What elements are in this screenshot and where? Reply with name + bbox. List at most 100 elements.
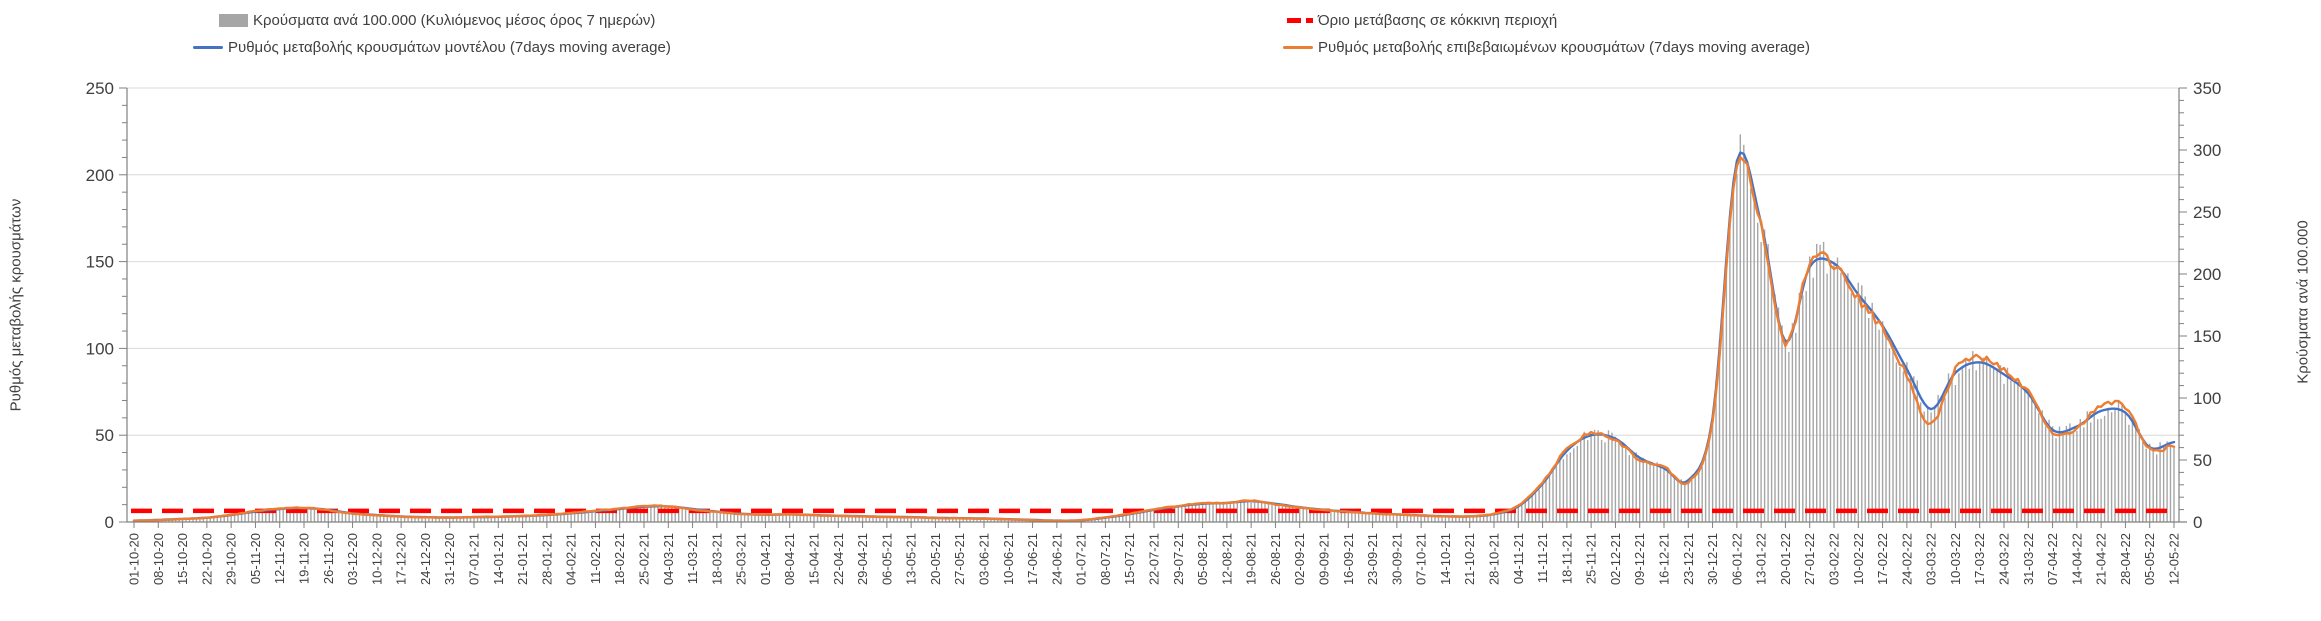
x-axis-tick-label: 04-11-21 — [1511, 533, 1526, 584]
x-axis-tick-label: 22-07-21 — [1147, 533, 1162, 585]
x-axis-tick-label: 06-01-22 — [1729, 533, 1744, 585]
x-axis-tick-label: 26-11-20 — [321, 533, 336, 584]
x-axis-tick-label: 04-02-21 — [564, 533, 579, 585]
x-axis-tick-label: 10-03-22 — [1948, 533, 1963, 585]
x-axis-tick-label: 11-11-21 — [1535, 533, 1550, 583]
x-axis-tick-label: 09-12-21 — [1632, 533, 1647, 585]
x-axis-tick-label: 18-02-21 — [612, 533, 627, 585]
x-axis-tick-label: 11-02-21 — [588, 533, 603, 584]
x-axis-tick-label: 24-06-21 — [1049, 533, 1064, 585]
x-axis-tick-label: 07-01-21 — [467, 533, 482, 585]
x-axis-tick-label: 01-07-21 — [1074, 533, 1089, 585]
right-axis-tick-label: 150 — [2193, 327, 2221, 346]
x-axis-tick-label: 22-10-20 — [199, 533, 214, 585]
x-axis-tick-label: 30-12-21 — [1705, 533, 1720, 585]
x-axis-tick-label: 24-03-22 — [1997, 533, 2012, 585]
axes: 0 50 100 150 200 250 0 50 100 150 200 250 300 350 01-1… — [86, 79, 2222, 585]
x-axis-tick-label: 03-06-21 — [977, 533, 992, 585]
x-axis-tick-label: 21-01-21 — [515, 533, 530, 585]
x-axis-tick-label: 05-08-21 — [1195, 533, 1210, 585]
legend-item-cases-per-100k: Κρούσματα ανά 100.000 (Κυλιόμενος μέσος … — [219, 9, 655, 31]
x-axis-tick-label: 16-12-21 — [1657, 533, 1672, 585]
x-axis-tick-label: 25-03-21 — [734, 533, 749, 585]
left-axis-tick-label: 150 — [86, 253, 114, 272]
x-axis-tick-label: 22-04-21 — [831, 533, 846, 585]
left-axis-tick-label: 200 — [86, 166, 114, 185]
x-axis-tick-label: 29-10-20 — [224, 533, 239, 585]
x-axis-tick-label: 23-12-21 — [1681, 533, 1696, 585]
x-axis-tick-label: 17-06-21 — [1025, 533, 1040, 585]
confirmed-line-swatch-icon — [1283, 45, 1313, 49]
x-axis-tick-label: 25-02-21 — [637, 533, 652, 585]
x-axis-tick-label: 25-11-21 — [1584, 533, 1599, 584]
left-axis-tick-label: 250 — [86, 79, 114, 98]
x-axis-tick-label: 23-09-21 — [1365, 533, 1380, 585]
x-axis-tick-label: 31-03-22 — [2021, 533, 2036, 585]
x-axis-tick-label: 12-05-22 — [2167, 533, 2182, 585]
x-axis-tick-label: 28-01-21 — [539, 533, 554, 585]
x-axis-tick-label: 16-09-21 — [1341, 533, 1356, 585]
x-axis-tick-label: 15-04-21 — [807, 533, 822, 585]
x-axis-tick-label: 14-10-21 — [1438, 533, 1453, 585]
x-axis-tick-label: 17-03-22 — [1972, 533, 1987, 585]
right-axis-tick-label: 0 — [2193, 513, 2202, 532]
x-axis-tick-label: 29-07-21 — [1171, 533, 1186, 585]
x-axis-tick-label: 05-11-20 — [248, 533, 263, 584]
left-axis-tick-label: 50 — [95, 426, 114, 445]
x-axis-tick-label: 15-10-20 — [175, 533, 190, 585]
x-axis-tick-label: 29-04-21 — [855, 533, 870, 585]
legend-item-red-zone-threshold: Όριο μετάβασης σε κόκκινη περιοχή — [1287, 9, 1557, 31]
x-axis-tick-label: 08-10-20 — [151, 533, 166, 585]
x-axis-tick-label: 07-04-22 — [2045, 533, 2060, 585]
cases-bar-swatch-icon — [219, 13, 248, 27]
x-axis-tick-label: 10-12-20 — [369, 533, 384, 585]
x-axis-tick-label: 18-03-21 — [709, 533, 724, 585]
legend-item-confirmed-rate: Ρυθμός μεταβολής επιβεβαιωμένων κρουσμάτ… — [1283, 36, 1810, 58]
right-axis-tick-label: 100 — [2193, 389, 2221, 408]
legend-label-cases: Κρούσματα ανά 100.000 (Κυλιόμενος μέσος … — [253, 11, 656, 29]
left-axis-tick-label: 100 — [86, 339, 114, 358]
x-axis-tick-label: 02-09-21 — [1292, 533, 1307, 585]
series-rate-lines — [132, 151, 2176, 523]
bar-series-path — [133, 134, 2175, 522]
x-axis-tick-label: 08-07-21 — [1098, 533, 1113, 585]
x-axis-tick-label: 13-05-21 — [904, 533, 919, 585]
x-axis-tick-label: 04-03-21 — [661, 533, 676, 585]
x-axis-tick-label: 03-12-20 — [345, 533, 360, 585]
x-axis-tick-label: 01-04-21 — [758, 533, 773, 585]
threshold-dash-swatch-icon — [1287, 17, 1313, 23]
x-axis-tick-label: 14-01-21 — [491, 533, 506, 585]
x-axis-tick-label: 02-12-21 — [1608, 533, 1623, 585]
x-axis-tick-label: 27-05-21 — [952, 533, 967, 585]
x-axis-tick-label: 10-06-21 — [1001, 533, 1016, 585]
x-axis-tick-label: 14-04-22 — [2069, 533, 2084, 585]
x-axis-tick-label: 11-03-21 — [685, 533, 700, 584]
x-axis-tick-label: 20-05-21 — [928, 533, 943, 585]
x-axis-tick-label: 21-04-22 — [2094, 533, 2109, 585]
x-axis-tick-label: 19-08-21 — [1244, 533, 1259, 585]
x-axis-tick-label: 05-05-22 — [2142, 533, 2157, 585]
x-axis-tick-label: 07-10-21 — [1414, 533, 1429, 585]
x-axis-tick-label: 26-08-21 — [1268, 533, 1283, 585]
x-axis-tick-label: 12-11-20 — [272, 533, 287, 584]
x-axis-tick-label: 27-01-22 — [1802, 533, 1817, 585]
x-axis-tick-label: 03-03-22 — [1924, 533, 1939, 585]
x-axis-tick-label: 12-08-21 — [1219, 533, 1234, 585]
x-axis-tick-label: 13-01-22 — [1754, 533, 1769, 585]
x-axis-tick-label: 08-04-21 — [782, 533, 797, 585]
legend-label-threshold: Όριο μετάβασης σε κόκκινη περιοχή — [1318, 11, 1558, 29]
legend-label-confirmed-rate: Ρυθμός μεταβολής επιβεβαιωμένων κρουσμάτ… — [1318, 38, 1810, 56]
x-axis-tick-label: 17-12-20 — [394, 533, 409, 585]
x-axis-tick-label: 28-10-21 — [1487, 533, 1502, 585]
right-axis-tick-label: 50 — [2193, 451, 2212, 470]
x-axis-tick-label: 21-10-21 — [1462, 533, 1477, 585]
x-axis-tick-label: 09-09-21 — [1317, 533, 1332, 585]
x-axis-tick-label: 17-02-22 — [1875, 533, 1890, 585]
right-axis-tick-label: 300 — [2193, 141, 2221, 160]
x-axis-tick-label: 24-02-22 — [1899, 533, 1914, 585]
x-axis-tick-label: 20-01-22 — [1778, 533, 1793, 585]
confirmed-line-path — [132, 156, 2176, 523]
model-line-swatch-icon — [193, 45, 223, 49]
